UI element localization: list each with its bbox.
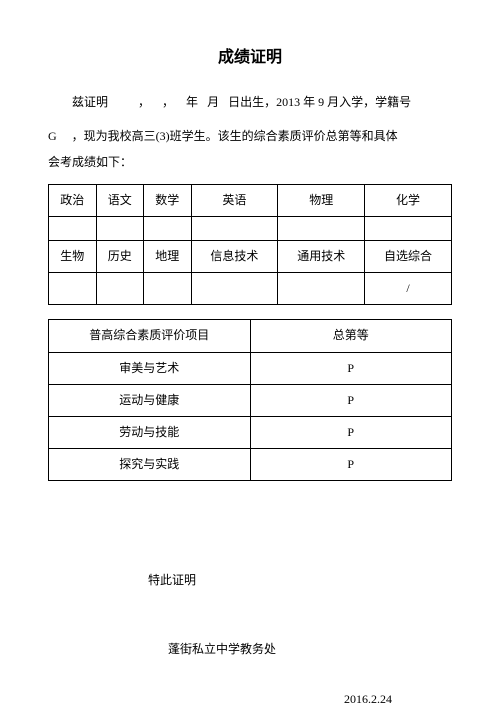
cell: 审美与艺术 <box>49 352 251 384</box>
intro-paragraph: 兹证明 ， ， 年 月 日出生，2013 年 9 月入学，学籍号 <box>48 89 452 115</box>
confirm-text: 特此证明 <box>148 571 452 590</box>
cell: 政治 <box>49 184 97 216</box>
cell: P <box>250 352 452 384</box>
cell: 总第等 <box>250 320 452 352</box>
cell: P <box>250 384 452 416</box>
table-row: 生物 历史 地理 信息技术 通用技术 自选综合 <box>49 240 452 272</box>
cell: 物理 <box>278 184 365 216</box>
table-row: 审美与艺术 P <box>49 352 452 384</box>
document-title: 成绩证明 <box>48 45 452 71</box>
cell: 地理 <box>144 240 192 272</box>
cell: 数学 <box>144 184 192 216</box>
table-row: 运动与健康 P <box>49 384 452 416</box>
cell <box>144 216 192 240</box>
cell <box>96 273 144 305</box>
cell <box>49 273 97 305</box>
text-part: ，现为我校高三(3)班学生。该生的综合素质评价总第等和具体 <box>72 129 398 143</box>
cell: 化学 <box>365 184 452 216</box>
cell: 信息技术 <box>191 240 278 272</box>
text-part: ， <box>162 95 174 109</box>
cell <box>144 273 192 305</box>
cell <box>278 216 365 240</box>
cell: 英语 <box>191 184 278 216</box>
text-part: ， <box>138 95 150 109</box>
cell: 普高综合素质评价项目 <box>49 320 251 352</box>
cell <box>191 216 278 240</box>
text-part: 年 <box>186 95 198 109</box>
cell: P <box>250 416 452 448</box>
cell: 通用技术 <box>278 240 365 272</box>
text-part: 兹证明 <box>72 95 108 109</box>
intro-line2: G ，现为我校高三(3)班学生。该生的综合素质评价总第等和具体 <box>48 123 452 149</box>
cell <box>49 216 97 240</box>
cell: 自选综合 <box>365 240 452 272</box>
table-row: 政治 语文 数学 英语 物理 化学 <box>49 184 452 216</box>
cell: 劳动与技能 <box>49 416 251 448</box>
cell <box>278 273 365 305</box>
cell <box>365 216 452 240</box>
office-name: 蓬街私立中学教务处 <box>168 640 452 659</box>
cell: 探究与实践 <box>49 449 251 481</box>
table-row <box>49 216 452 240</box>
quality-table: 普高综合素质评价项目 总第等 审美与艺术 P 运动与健康 P 劳动与技能 P 探… <box>48 319 452 481</box>
table-row: 探究与实践 P <box>49 449 452 481</box>
text-part: 会考成绩如下： <box>48 155 132 169</box>
cell: 历史 <box>96 240 144 272</box>
text-part: 日出生，2013 年 9 月入学，学籍号 <box>228 95 411 109</box>
table-row: / <box>49 273 452 305</box>
text-part: 月 <box>207 95 219 109</box>
table-row: 普高综合素质评价项目 总第等 <box>49 320 452 352</box>
table-row: 劳动与技能 P <box>49 416 452 448</box>
cell: 运动与健康 <box>49 384 251 416</box>
grades-table: 政治 语文 数学 英语 物理 化学 生物 历史 地理 信息技术 通用技术 自选综… <box>48 184 452 306</box>
cell: 生物 <box>49 240 97 272</box>
intro-line3: 会考成绩如下： <box>48 149 452 175</box>
cell: P <box>250 449 452 481</box>
cell <box>191 273 278 305</box>
issue-date: 2016.2.24 <box>48 690 452 709</box>
cell: / <box>365 273 452 305</box>
cell: 语文 <box>96 184 144 216</box>
cell <box>96 216 144 240</box>
text-part: G <box>48 129 57 143</box>
